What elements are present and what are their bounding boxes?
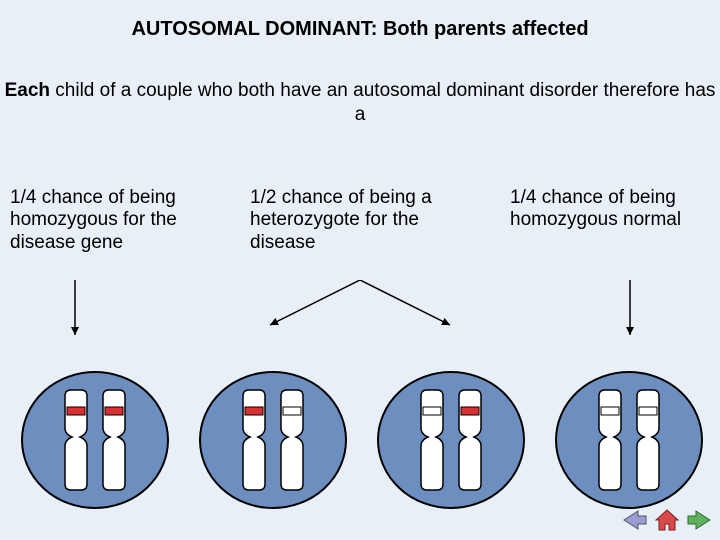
forward-arrow-icon[interactable] [686, 509, 712, 531]
outcome-columns: 1/4 chance of being homozygous for the d… [0, 187, 720, 255]
subtitle-bold: Each [5, 80, 50, 101]
slide-subtitle: Each child of a couple who both have an … [0, 79, 720, 127]
slide-title: AUTOSOMAL DOMINANT: Both parents affecte… [0, 0, 720, 41]
chromosome-pair [554, 370, 704, 510]
chromosome-pair [20, 370, 170, 510]
outcome-col-3: 1/4 chance of being homozygous normal [510, 187, 710, 255]
subtitle-rest: child of a couple who both have an autos… [50, 80, 715, 125]
home-icon[interactable] [654, 508, 680, 532]
chromosome-pair [198, 370, 348, 510]
slide-nav [622, 508, 712, 532]
chromosome-diagrams [20, 370, 704, 510]
back-arrow-icon[interactable] [622, 509, 648, 531]
probability-arrows [0, 280, 720, 370]
outcome-col-1: 1/4 chance of being homozygous for the d… [10, 187, 215, 255]
chromosome-pair [376, 370, 526, 510]
outcome-col-2: 1/2 chance of being a heterozygote for t… [250, 187, 475, 255]
